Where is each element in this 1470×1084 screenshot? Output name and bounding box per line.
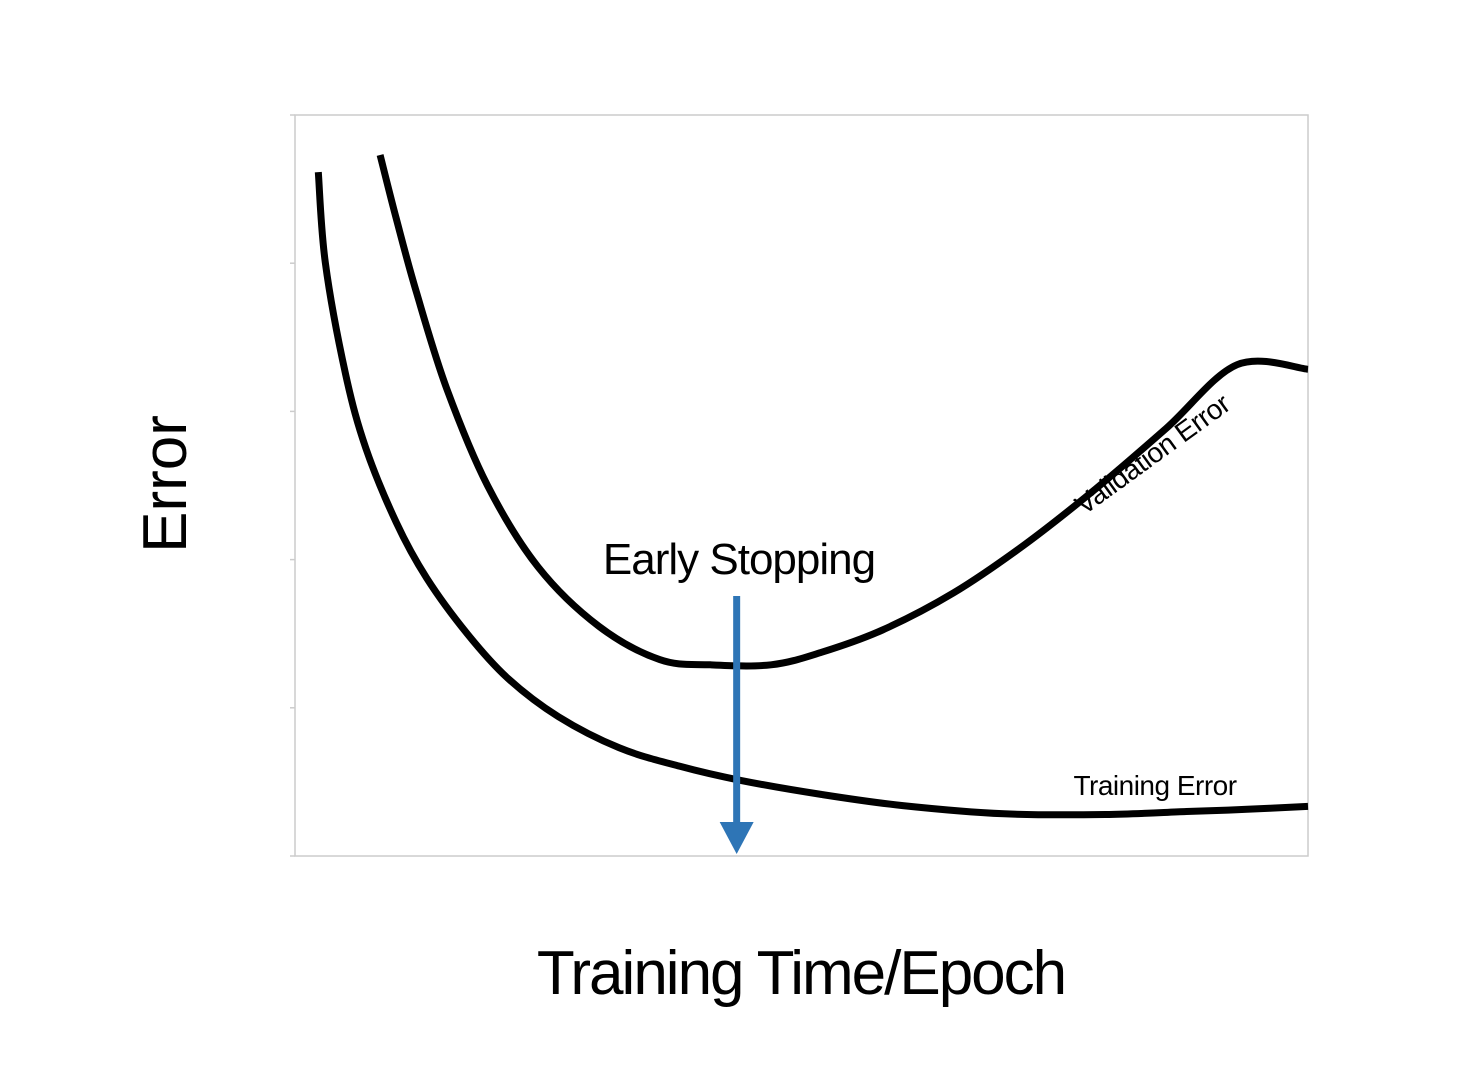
y-axis-ticks bbox=[290, 114, 295, 857]
x-axis-title: Training Time/Epoch bbox=[537, 939, 1065, 1008]
arrow-head bbox=[719, 822, 754, 854]
plot-frame bbox=[294, 114, 1309, 857]
early-stopping-label: Early Stopping bbox=[603, 535, 875, 584]
series-label-training-error: Training Error bbox=[1073, 770, 1236, 801]
curve-validation-error bbox=[376, 154, 1309, 670]
plot-border bbox=[294, 114, 1309, 857]
y-axis-title: Error bbox=[131, 415, 200, 553]
early-stopping-arrow bbox=[719, 596, 754, 854]
series-label-validation-error: Validation Error bbox=[1069, 388, 1235, 521]
curves bbox=[314, 154, 1309, 819]
curve-training-error bbox=[314, 171, 1309, 819]
